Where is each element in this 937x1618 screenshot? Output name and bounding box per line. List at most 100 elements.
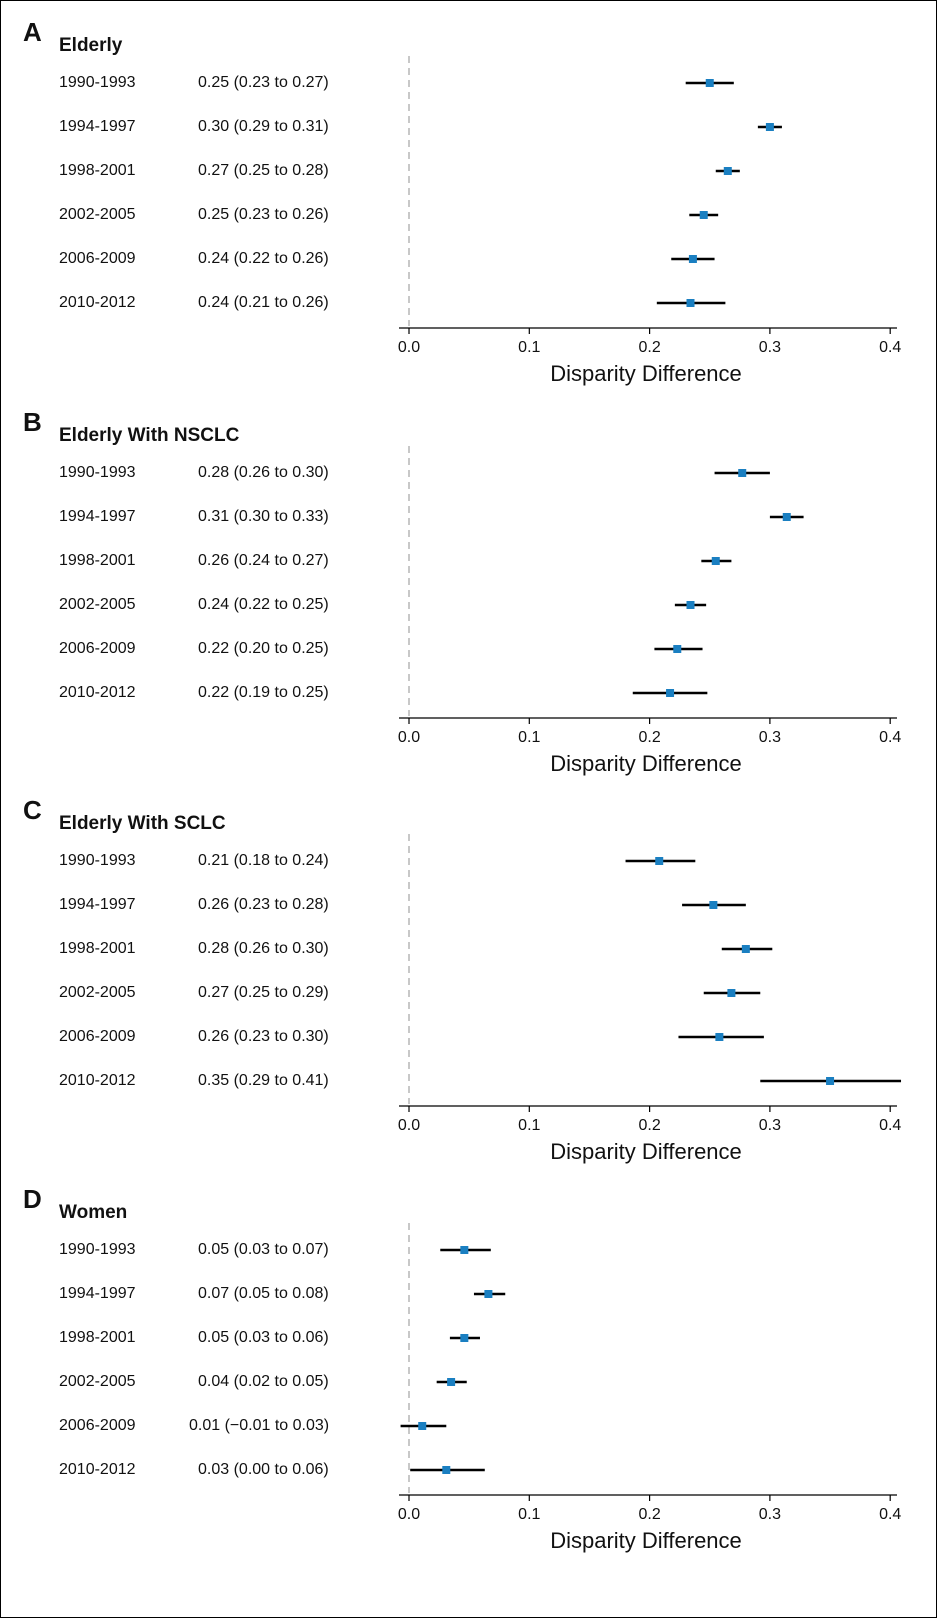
- forest-plot-area: 0.0 0.1 0.2 0.3 0.4 Disparity Difference: [398, 834, 901, 1164]
- estimate-ci-label: 0.30 (0.29 to 0.31): [198, 118, 329, 135]
- point-estimate-marker: [673, 645, 682, 653]
- estimate-ci-label: 0.27 (0.25 to 0.28): [198, 162, 329, 179]
- panel-title: Elderly With SCLC: [59, 813, 226, 834]
- estimate-ci-label: 0.07 (0.05 to 0.08): [198, 1285, 329, 1302]
- period-label: 1990-1993: [59, 852, 136, 869]
- point-estimate-marker: [666, 689, 675, 697]
- estimate-ci-label: 0.28 (0.26 to 0.30): [198, 940, 329, 957]
- point-estimate-marker: [741, 945, 750, 953]
- point-estimate-marker: [765, 123, 774, 131]
- point-estimate-marker: [686, 299, 695, 307]
- x-tick-label: 0.3: [759, 1117, 781, 1134]
- point-estimate-marker: [715, 1033, 724, 1041]
- period-label: 2006-2009: [59, 250, 136, 267]
- x-tick-label: 0.2: [638, 339, 660, 356]
- x-tick-label: 0.0: [398, 339, 420, 356]
- period-label: 2006-2009: [59, 1417, 136, 1434]
- point-estimate-marker: [460, 1246, 469, 1254]
- x-axis-label: Disparity Difference: [550, 1139, 742, 1164]
- point-estimate-marker: [688, 255, 697, 263]
- panel-title: Elderly With NSCLC: [59, 425, 240, 446]
- estimate-ci-label: 0.24 (0.22 to 0.25): [198, 596, 329, 613]
- point-estimate-marker: [418, 1422, 427, 1430]
- period-label: 2002-2005: [59, 596, 136, 613]
- point-estimate-marker: [655, 857, 664, 865]
- x-tick-label: 0.1: [518, 339, 540, 356]
- x-tick-label: 0.1: [518, 729, 540, 746]
- panel-title: Elderly: [59, 35, 123, 56]
- x-tick-label: 0.4: [879, 339, 901, 356]
- estimate-ci-label: 0.24 (0.21 to 0.26): [198, 294, 329, 311]
- forest-panel-c: C Elderly With SCLC 1990-1993 0.21 (0.18 to…: [1, 779, 936, 1179]
- period-label: 1994-1997: [59, 1285, 136, 1302]
- period-label: 2002-2005: [59, 1373, 136, 1390]
- forest-panel-d: D Women 1990-1993 0.05 (0.03 to 0.07) 1994-1…: [1, 1168, 936, 1568]
- period-label: 2002-2005: [59, 984, 136, 1001]
- estimate-ci-label: 0.01 (−0.01 to 0.03): [189, 1417, 330, 1434]
- estimate-ci-label: 0.22 (0.20 to 0.25): [198, 640, 329, 657]
- period-label: 1994-1997: [59, 508, 136, 525]
- x-axis-label: Disparity Difference: [550, 751, 742, 776]
- x-tick-label: 0.4: [879, 1506, 901, 1523]
- estimate-ci-label: 0.05 (0.03 to 0.06): [198, 1329, 329, 1346]
- x-tick-label: 0.0: [398, 1506, 420, 1523]
- period-label: 1998-2001: [59, 162, 136, 179]
- x-tick-label: 0.3: [759, 729, 781, 746]
- period-label: 2010-2012: [59, 684, 136, 701]
- x-tick-label: 0.1: [518, 1506, 540, 1523]
- forest-plot-area: 0.0 0.1 0.2 0.3 0.4 Disparity Difference: [398, 446, 901, 776]
- point-estimate-marker: [723, 167, 732, 175]
- point-estimate-marker: [826, 1077, 835, 1085]
- x-axis-label: Disparity Difference: [550, 1528, 742, 1553]
- period-label: 2010-2012: [59, 1461, 136, 1478]
- panel-letter: C: [23, 795, 42, 825]
- point-estimate-marker: [442, 1466, 451, 1474]
- period-label: 1998-2001: [59, 940, 136, 957]
- panel-letter: A: [23, 17, 42, 47]
- estimate-ci-label: 0.24 (0.22 to 0.26): [198, 250, 329, 267]
- estimate-ci-label: 0.03 (0.00 to 0.06): [198, 1461, 329, 1478]
- point-estimate-marker: [447, 1378, 456, 1386]
- estimate-ci-label: 0.27 (0.25 to 0.29): [198, 984, 329, 1001]
- estimate-ci-label: 0.22 (0.19 to 0.25): [198, 684, 329, 701]
- period-label: 2006-2009: [59, 640, 136, 657]
- estimate-ci-label: 0.31 (0.30 to 0.33): [198, 508, 329, 525]
- point-estimate-marker: [705, 79, 714, 87]
- estimate-ci-label: 0.26 (0.23 to 0.30): [198, 1028, 329, 1045]
- x-tick-label: 0.2: [638, 1117, 660, 1134]
- period-label: 2002-2005: [59, 206, 136, 223]
- period-label: 1998-2001: [59, 552, 136, 569]
- period-label: 2010-2012: [59, 294, 136, 311]
- period-label: 1994-1997: [59, 896, 136, 913]
- period-label: 1998-2001: [59, 1329, 136, 1346]
- estimate-ci-label: 0.25 (0.23 to 0.27): [198, 74, 329, 91]
- estimate-ci-label: 0.28 (0.26 to 0.30): [198, 464, 329, 481]
- x-tick-label: 0.0: [398, 1117, 420, 1134]
- panel-letter: B: [23, 407, 42, 437]
- point-estimate-marker: [460, 1334, 469, 1342]
- panel-letter: D: [23, 1184, 42, 1214]
- x-tick-label: 0.2: [638, 1506, 660, 1523]
- forest-plot-area: 0.0 0.1 0.2 0.3 0.4 Disparity Difference: [398, 1223, 901, 1553]
- period-label: 1994-1997: [59, 118, 136, 135]
- estimate-ci-label: 0.21 (0.18 to 0.24): [198, 852, 329, 869]
- x-tick-label: 0.0: [398, 729, 420, 746]
- estimate-ci-label: 0.04 (0.02 to 0.05): [198, 1373, 329, 1390]
- point-estimate-marker: [699, 211, 708, 219]
- point-estimate-marker: [686, 601, 695, 609]
- estimate-ci-label: 0.26 (0.23 to 0.28): [198, 896, 329, 913]
- x-tick-label: 0.3: [759, 339, 781, 356]
- x-tick-label: 0.4: [879, 1117, 901, 1134]
- period-label: 1990-1993: [59, 464, 136, 481]
- estimate-ci-label: 0.35 (0.29 to 0.41): [198, 1072, 329, 1089]
- point-estimate-marker: [727, 989, 736, 997]
- forest-panel-a: A Elderly 1990-1993 0.25 (0.23 to 0.27) 1994…: [1, 1, 936, 401]
- estimate-ci-label: 0.25 (0.23 to 0.26): [198, 206, 329, 223]
- estimate-ci-label: 0.05 (0.03 to 0.07): [198, 1241, 329, 1258]
- x-tick-label: 0.2: [638, 729, 660, 746]
- forest-plot-area: 0.0 0.1 0.2 0.3 0.4 Disparity Difference: [398, 56, 901, 386]
- x-axis-label: Disparity Difference: [550, 361, 742, 386]
- x-tick-label: 0.3: [759, 1506, 781, 1523]
- point-estimate-marker: [709, 901, 718, 909]
